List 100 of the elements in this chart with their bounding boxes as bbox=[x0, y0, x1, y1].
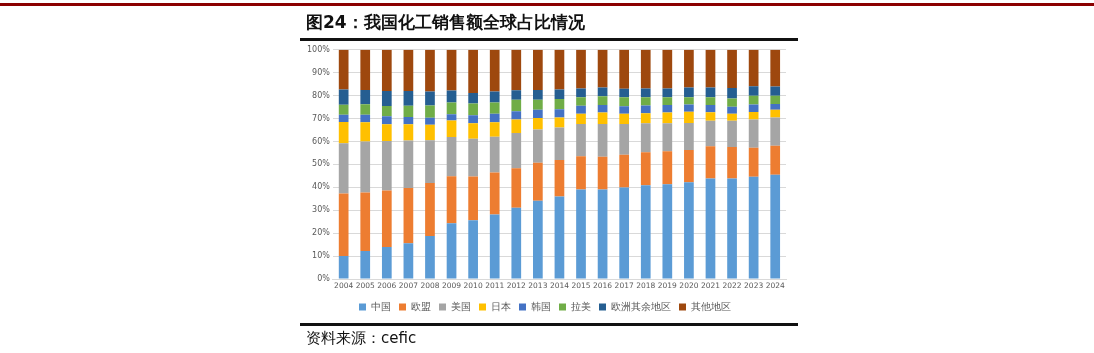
bar bbox=[403, 105, 414, 117]
bar bbox=[511, 49, 522, 91]
bar bbox=[360, 192, 371, 252]
bar bbox=[727, 49, 737, 89]
bar bbox=[338, 104, 349, 115]
bar bbox=[446, 49, 457, 91]
bar bbox=[425, 235, 435, 279]
bar bbox=[468, 103, 478, 116]
bar bbox=[662, 184, 673, 279]
bar bbox=[597, 105, 608, 113]
bar bbox=[684, 87, 694, 98]
y-tick-label: 60% bbox=[312, 136, 331, 146]
bar bbox=[338, 114, 349, 122]
bar bbox=[770, 109, 781, 118]
bar bbox=[338, 256, 349, 279]
bar bbox=[489, 214, 500, 279]
bar bbox=[662, 88, 673, 98]
bar bbox=[403, 124, 414, 141]
bar bbox=[619, 187, 630, 279]
bar bbox=[381, 190, 392, 247]
bar bbox=[381, 105, 392, 117]
bar bbox=[727, 120, 737, 147]
bar bbox=[533, 109, 543, 119]
bar bbox=[619, 124, 630, 155]
bar bbox=[748, 95, 759, 105]
bar bbox=[597, 189, 608, 279]
bar bbox=[640, 97, 651, 106]
bar bbox=[468, 220, 478, 279]
bar bbox=[489, 113, 500, 123]
bar bbox=[489, 91, 500, 103]
bar bbox=[662, 105, 673, 113]
bar bbox=[511, 207, 522, 279]
bar bbox=[468, 49, 478, 93]
bar bbox=[770, 95, 781, 104]
bar bbox=[468, 115, 478, 124]
bar bbox=[360, 122, 371, 142]
bar bbox=[640, 123, 651, 153]
bar bbox=[597, 87, 608, 97]
legend-label: 拉美 bbox=[571, 300, 591, 312]
y-tick-label: 0% bbox=[317, 274, 331, 284]
bar bbox=[511, 133, 522, 169]
bar bbox=[533, 89, 543, 100]
y-tick-label: 90% bbox=[312, 67, 331, 77]
chart-title: 图24：我国化工销售额全球占比情况 bbox=[306, 11, 585, 34]
bar bbox=[705, 146, 716, 179]
bar bbox=[360, 104, 371, 115]
bar bbox=[770, 49, 781, 87]
bar bbox=[619, 88, 630, 98]
bar bbox=[468, 123, 478, 139]
bar bbox=[684, 97, 694, 105]
bar bbox=[640, 49, 651, 89]
bar bbox=[662, 123, 673, 152]
bar bbox=[425, 182, 435, 236]
bar bbox=[748, 176, 759, 279]
bar bbox=[489, 122, 500, 137]
bar bbox=[554, 160, 565, 197]
bar bbox=[748, 119, 759, 148]
bar bbox=[468, 138, 478, 177]
bar bbox=[576, 97, 586, 106]
bar bbox=[554, 49, 565, 90]
bar bbox=[705, 178, 716, 279]
bar bbox=[640, 88, 651, 98]
y-tick-label: 40% bbox=[312, 182, 331, 192]
bar bbox=[554, 89, 565, 100]
y-tick-label: 20% bbox=[312, 228, 331, 238]
bar bbox=[511, 90, 522, 100]
bar bbox=[662, 49, 673, 89]
bar bbox=[489, 172, 500, 215]
bar bbox=[425, 91, 435, 106]
y-tick-label: 70% bbox=[312, 113, 331, 123]
bar bbox=[446, 120, 457, 137]
y-tick-label: 10% bbox=[312, 251, 331, 261]
y-tick-label: 50% bbox=[312, 159, 331, 169]
y-tick-label: 30% bbox=[312, 205, 331, 215]
bar bbox=[468, 92, 478, 104]
bar bbox=[684, 149, 694, 183]
bar bbox=[727, 146, 737, 179]
legend-label: 其他地区 bbox=[691, 300, 731, 312]
bar bbox=[533, 162, 543, 201]
bar bbox=[381, 91, 392, 106]
bar bbox=[662, 112, 673, 124]
bar bbox=[770, 174, 781, 279]
bar bbox=[381, 116, 392, 125]
bar bbox=[576, 49, 586, 89]
bar bbox=[640, 152, 651, 186]
bar bbox=[446, 114, 457, 121]
bar bbox=[619, 113, 630, 125]
bar bbox=[554, 127, 565, 161]
bar bbox=[489, 136, 500, 173]
bar bbox=[446, 90, 457, 103]
bar bbox=[619, 154, 630, 188]
bar bbox=[576, 156, 586, 190]
bar bbox=[705, 49, 716, 88]
bar bbox=[684, 104, 694, 112]
bar bbox=[554, 117, 565, 128]
bar bbox=[489, 102, 500, 114]
bar bbox=[770, 103, 781, 110]
bar bbox=[727, 178, 737, 279]
bar bbox=[381, 141, 392, 191]
bar bbox=[360, 49, 371, 90]
